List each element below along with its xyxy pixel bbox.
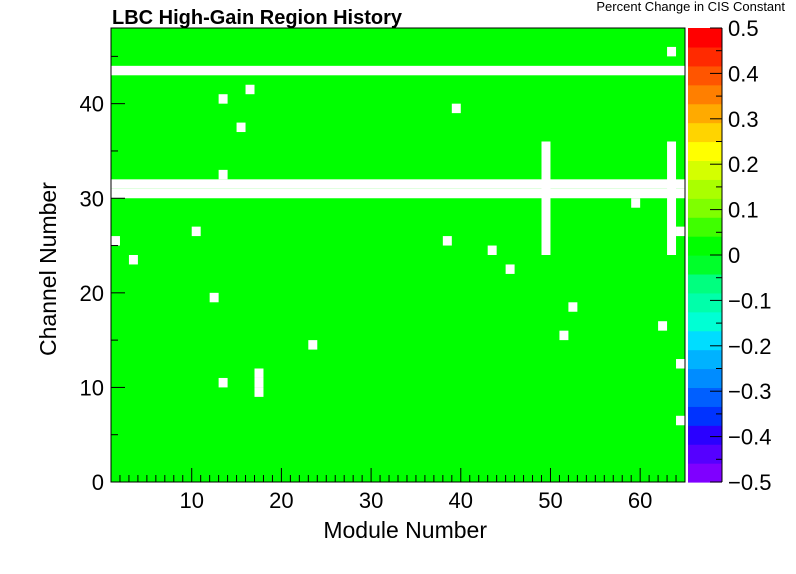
y-tick-label: 40 bbox=[80, 92, 104, 117]
color-scale-tick-label: 0.3 bbox=[728, 107, 759, 132]
color-scale-band bbox=[688, 141, 722, 162]
y-axis-label: Channel Number bbox=[35, 182, 61, 356]
color-scale-band bbox=[688, 122, 722, 143]
x-tick-label: 50 bbox=[538, 488, 562, 513]
color-scale-band bbox=[688, 349, 722, 370]
x-tick-label: 40 bbox=[449, 488, 473, 513]
color-scale-tick-label: 0.5 bbox=[728, 16, 759, 41]
x-tick-label: 30 bbox=[359, 488, 383, 513]
color-scale-tick-label: 0 bbox=[728, 243, 740, 268]
empty-column-segment bbox=[541, 141, 551, 255]
empty-cell bbox=[676, 415, 685, 426]
empty-cell bbox=[505, 264, 515, 274]
color-scale-band bbox=[688, 236, 722, 256]
empty-cell bbox=[245, 84, 255, 95]
empty-cell bbox=[676, 226, 685, 237]
empty-row bbox=[111, 188, 685, 199]
color-scale-band bbox=[688, 65, 722, 86]
color-scale-band bbox=[688, 84, 722, 105]
heatmap-fill bbox=[111, 28, 685, 482]
y-tick-label: 10 bbox=[80, 375, 104, 400]
y-tick-label: 0 bbox=[92, 470, 104, 495]
colorbar-title: Percent Change in CIS Constant bbox=[596, 0, 785, 14]
color-scale-band bbox=[688, 406, 722, 426]
color-scale-band bbox=[688, 425, 722, 445]
x-tick-label: 20 bbox=[269, 488, 293, 513]
color-scale: 0.5 0.4 0.3 0.2 0.1 0 −0.1 −0.2 −0.3 −0.4 −0.5 bbox=[688, 16, 771, 495]
empty-cell bbox=[451, 103, 461, 114]
empty-column-segment bbox=[667, 141, 677, 255]
empty-cell bbox=[218, 94, 228, 104]
empty-cell bbox=[218, 377, 228, 388]
color-scale-band bbox=[688, 463, 722, 483]
empty-cell bbox=[236, 122, 246, 133]
color-scale-band bbox=[688, 330, 722, 351]
plot-area bbox=[110, 27, 686, 483]
color-scale-band bbox=[688, 160, 722, 180]
x-axis: 10 20 30 40 50 60 bbox=[111, 468, 685, 513]
color-scale-band bbox=[688, 368, 722, 389]
empty-cell bbox=[667, 46, 677, 57]
empty-cell bbox=[128, 255, 138, 265]
empty-cell bbox=[559, 330, 569, 341]
color-scale-tick-label: −0.2 bbox=[728, 334, 771, 359]
color-scale-tick-label: −0.4 bbox=[728, 425, 771, 450]
color-scale-band bbox=[688, 198, 722, 218]
empty-cell bbox=[568, 302, 578, 312]
empty-cell bbox=[442, 236, 452, 246]
empty-cell bbox=[487, 245, 497, 255]
empty-cell bbox=[209, 292, 219, 303]
empty-cell bbox=[676, 359, 685, 369]
empty-cell bbox=[254, 377, 264, 388]
color-scale-band bbox=[688, 311, 722, 332]
chart-title: LBC High-Gain Region History bbox=[112, 7, 403, 29]
empty-cell bbox=[111, 236, 120, 246]
empty-row bbox=[111, 179, 685, 189]
color-scale-band bbox=[688, 179, 722, 199]
color-scale-tick-label: 0.1 bbox=[728, 198, 759, 223]
color-scale-band bbox=[688, 217, 722, 237]
color-scale-band bbox=[688, 387, 722, 407]
color-scale-band bbox=[688, 255, 722, 275]
color-scale-band bbox=[688, 46, 722, 67]
x-axis-label: Module Number bbox=[323, 517, 487, 543]
empty-cells-layer bbox=[111, 46, 685, 426]
color-scale-tick-label: 0.2 bbox=[728, 152, 759, 177]
empty-cell bbox=[191, 226, 201, 237]
color-scale-band bbox=[688, 28, 722, 48]
y-tick-label: 20 bbox=[80, 281, 104, 306]
color-scale-tick-label: 0.4 bbox=[728, 61, 759, 86]
color-scale-band bbox=[688, 292, 722, 313]
color-scale-tick-label: −0.3 bbox=[728, 379, 771, 404]
x-tick-label: 60 bbox=[628, 488, 652, 513]
color-scale-band bbox=[688, 444, 722, 464]
y-tick-label: 30 bbox=[80, 186, 104, 211]
empty-cell bbox=[308, 340, 318, 350]
empty-row bbox=[111, 65, 685, 76]
color-scale-tick-label: −0.1 bbox=[728, 288, 771, 313]
color-scale-tick-label: −0.5 bbox=[728, 470, 771, 495]
color-scale-band bbox=[688, 273, 722, 294]
empty-cell bbox=[254, 368, 264, 378]
empty-cell bbox=[218, 169, 228, 180]
color-scale-band bbox=[688, 103, 722, 124]
x-tick-label: 10 bbox=[179, 488, 203, 513]
empty-cell bbox=[631, 198, 641, 208]
empty-cell bbox=[254, 387, 264, 397]
empty-cell bbox=[658, 321, 668, 331]
y-axis: 0 10 20 30 40 bbox=[80, 28, 125, 495]
